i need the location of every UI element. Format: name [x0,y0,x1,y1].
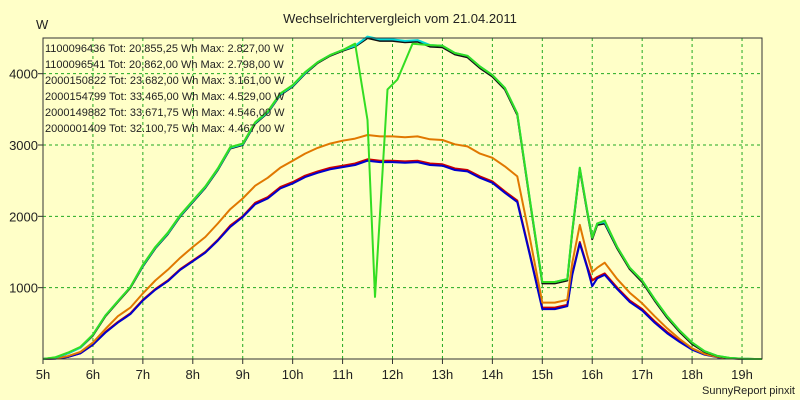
x-tick-label-10: 15h [531,367,553,382]
y-axis-label: W [36,17,49,32]
x-tick-label-7: 12h [382,367,404,382]
x-tick-label-1: 6h [86,367,100,382]
series-layer [42,35,762,360]
y-tick-label-2: 3000 [9,138,38,153]
x-tick-label-12: 17h [631,367,653,382]
y-tick-label-1: 2000 [9,209,38,224]
y-tick-label-0: 1000 [9,281,38,296]
series-line-1100096541 [42,159,762,360]
x-tick-label-14: 19h [731,367,753,382]
x-tick-label-9: 14h [482,367,504,382]
x-tick-label-8: 13h [432,367,454,382]
x-tick-label-2: 7h [136,367,150,382]
footer-credit: SunnyReport pinxit [702,385,795,397]
axis-ticks: 5h 6h 7h 8h 9h 10h 11h 12h 13h 14h 15h 16h 17h 18h 19h… [9,67,753,382]
x-tick-label-6: 11h [332,367,353,382]
legend-entry-1100096541: 1100096541 Tot: 20.862,00 Wh Max: 2.798,… [45,59,284,71]
x-tick-label-11: 16h [581,367,603,382]
x-tick-label-0: 5h [36,367,50,382]
chart-title: Wechselrichtervergleich vom 21.04.2011 [283,11,517,26]
y-tick-label-3: 4000 [9,67,38,82]
x-tick-label-3: 8h [186,367,200,382]
plot-frame [42,37,763,360]
legend-entry-2000150822: 2000150822 Tot: 23.682,00 Wh Max: 3.161,… [45,75,285,87]
legend: 1100096436 Tot: 20.855,25 Wh Max: 2.827,… [45,43,285,135]
x-tick-label-4: 9h [235,367,249,382]
legend-entry-2000001409: 2000001409 Tot: 32.100,75 Wh Max: 4.467,… [45,123,285,135]
x-tick-label-5: 10h [282,367,304,382]
legend-entry-2000154799: 2000154799 Tot: 33.465,00 Wh Max: 4.529,… [45,91,285,103]
legend-entry-2000149882: 2000149882 Tot: 33.671,75 Wh Max: 4.546,… [45,107,285,119]
legend-entry-1100096436: 1100096436 Tot: 20.855,25 Wh Max: 2.827,… [45,43,284,55]
series-line-2000150822 [42,134,762,360]
x-tick-label-13: 18h [681,367,703,382]
series-line-2000001409 [42,42,762,360]
